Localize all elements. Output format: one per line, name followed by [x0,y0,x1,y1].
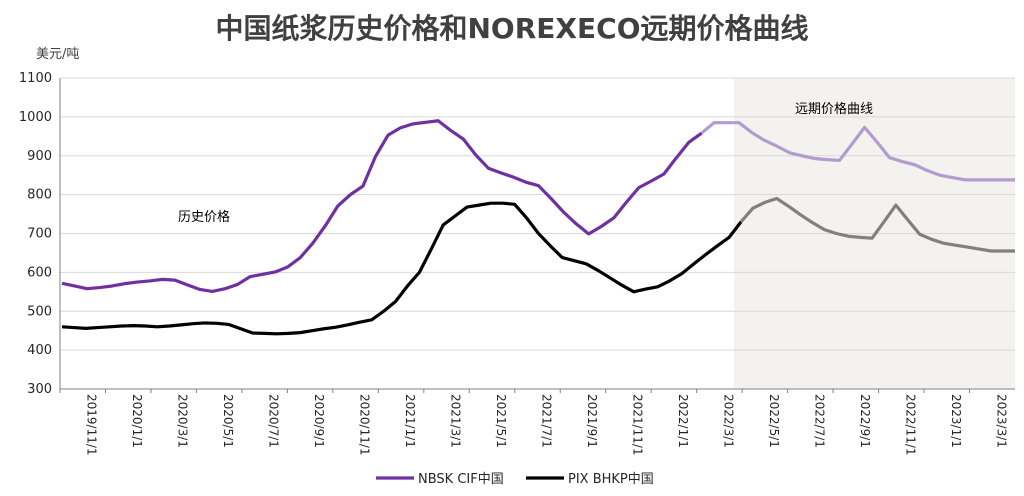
x-tick-label: 2019/11/1 [85,394,99,456]
x-tick-label: 2023/1/1 [949,394,963,448]
annotation-forward-curve: 远期价格曲线 [795,101,873,117]
y-tick-label: 1100 [19,71,52,86]
x-tick-label: 2021/5/1 [494,394,508,448]
x-tick-label: 2020/9/1 [312,394,326,448]
x-tick-label: 2022/7/1 [812,394,826,448]
x-tick-label: 2020/7/1 [267,394,281,448]
x-tick-label: 2021/1/1 [403,394,417,448]
x-tick-label: 2021/11/1 [630,394,644,456]
x-tick-label: 2022/3/1 [721,394,735,448]
chart-title: 中国纸浆历史价格和NOREXECO远期价格曲线 [216,12,809,45]
x-tick-label: 2020/1/1 [130,394,144,448]
y-tick-label: 600 [27,265,52,280]
x-tick-label: 2020/11/1 [358,394,372,456]
gridlines [60,77,1015,351]
legend: NBSK CIF中国 PIX BHKP中国 [376,472,654,487]
x-tick-label: 2022/5/1 [767,394,781,448]
x-tick-label: 2022/1/1 [676,394,690,448]
legend-label-1: PIX BHKP中国 [568,472,654,487]
x-tick-label: 2022/9/1 [858,394,872,448]
x-axis-ticks: 2019/11/1 2020/1/1 2020/3/1 2020/5/1 2020/7/… [59,389,1008,456]
x-tick-label: 2020/5/1 [221,394,235,448]
y-tick-label: 900 [27,149,52,164]
y-tick-label: 800 [27,188,52,203]
y-axis-ticks: 300 400 500 600 700 800 900 1000 1100 [19,71,52,397]
x-tick-label: 2023/3/1 [994,394,1008,448]
y-tick-label: 300 [27,382,52,397]
annotation-history-price: 历史价格 [178,209,230,225]
series-lines [61,119,1015,336]
series-line-history-1 [61,201,743,336]
y-axis-unit-label: 美元/吨 [36,47,79,62]
y-tick-label: 1000 [19,110,52,125]
x-tick-label: 2022/11/1 [903,394,917,456]
series-line-forecast-0 [700,121,1015,182]
legend-label-0: NBSK CIF中国 [418,472,504,487]
series-line-forecast-1 [739,196,1015,253]
x-tick-label: 2020/3/1 [176,394,190,448]
series-line-history-0 [61,119,703,294]
y-tick-label: 500 [27,304,52,319]
x-tick-label: 2021/7/1 [540,394,554,448]
x-tick-label: 2021/3/1 [449,394,463,448]
y-tick-label: 400 [27,343,52,358]
y-tick-label: 700 [27,227,52,242]
x-tick-label: 2021/9/1 [585,394,599,448]
